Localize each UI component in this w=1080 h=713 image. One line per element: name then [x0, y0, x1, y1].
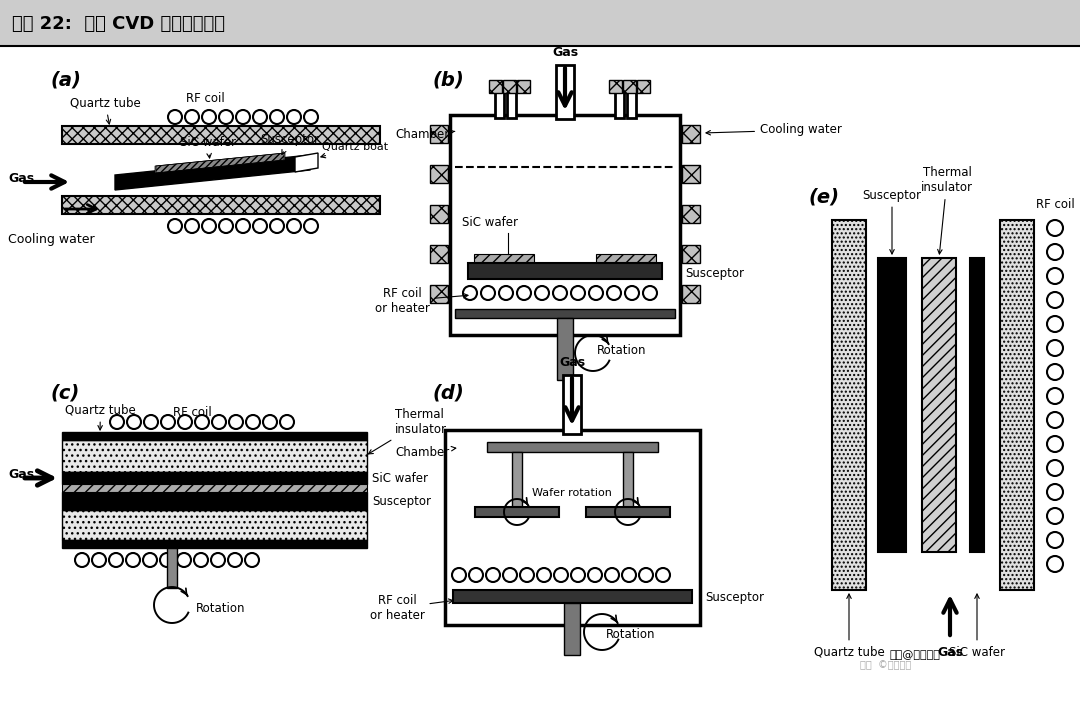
Bar — [495, 85, 504, 118]
Text: Susceptor: Susceptor — [685, 267, 744, 279]
Text: (a): (a) — [50, 71, 81, 90]
Bar — [1000, 220, 1034, 590]
Bar — [596, 254, 656, 262]
Text: 头条  ©来来智库: 头条 ©来来智库 — [860, 660, 912, 670]
Bar — [62, 472, 367, 484]
Bar — [62, 540, 367, 548]
Bar — [450, 115, 680, 335]
Text: RF coil
or heater: RF coil or heater — [375, 287, 468, 315]
Bar — [681, 205, 700, 223]
Text: Rotation: Rotation — [597, 344, 647, 357]
Text: Thermal
insulator: Thermal insulator — [921, 166, 973, 254]
Text: (b): (b) — [432, 71, 463, 90]
Bar — [430, 285, 448, 303]
Text: RF coil: RF coil — [1036, 198, 1075, 212]
Bar — [563, 375, 581, 434]
Text: SiC wafer: SiC wafer — [949, 594, 1005, 659]
Text: 头条@来来智库: 头条@来来智库 — [890, 650, 941, 660]
Bar — [445, 430, 700, 625]
Bar — [609, 80, 622, 93]
Text: Susceptor: Susceptor — [372, 495, 431, 508]
Text: Susceptor: Susceptor — [260, 133, 319, 155]
Bar — [623, 452, 633, 507]
Text: (c): (c) — [50, 384, 79, 403]
Text: Gas: Gas — [559, 356, 585, 369]
Bar — [62, 492, 367, 510]
Polygon shape — [156, 153, 285, 173]
Bar — [615, 85, 624, 118]
Bar — [430, 205, 448, 223]
Text: Rotation: Rotation — [606, 628, 656, 642]
Text: Quartz tube: Quartz tube — [70, 96, 140, 124]
Text: Susceptor: Susceptor — [705, 592, 764, 605]
Bar — [681, 165, 700, 183]
Bar — [922, 258, 956, 552]
Text: Gas: Gas — [8, 468, 35, 481]
Bar — [62, 484, 367, 492]
Text: Gas: Gas — [937, 647, 963, 660]
Bar — [627, 85, 636, 118]
Bar — [62, 126, 380, 144]
Bar — [507, 85, 516, 118]
Bar — [474, 254, 534, 262]
Text: (d): (d) — [432, 384, 463, 403]
Bar — [430, 245, 448, 263]
Bar — [430, 125, 448, 143]
Bar — [623, 80, 636, 93]
Text: RF coil: RF coil — [186, 91, 225, 105]
Bar — [62, 440, 367, 472]
Text: RF coil
or heater: RF coil or heater — [369, 594, 453, 622]
Text: Thermal
insulator: Thermal insulator — [368, 408, 447, 454]
Bar — [0, 0, 1080, 46]
Bar — [489, 80, 502, 93]
Bar — [453, 590, 692, 603]
Bar — [167, 548, 177, 588]
Text: Chamber: Chamber — [395, 446, 456, 458]
Text: (e): (e) — [808, 188, 839, 207]
Text: Gas: Gas — [8, 172, 35, 185]
Text: SiC wafer: SiC wafer — [180, 136, 237, 158]
Bar — [681, 125, 700, 143]
Bar — [557, 318, 573, 380]
Bar — [832, 220, 866, 590]
Text: Cooling water: Cooling water — [706, 123, 842, 136]
Bar — [62, 196, 380, 214]
Bar — [681, 285, 700, 303]
Bar — [970, 258, 984, 552]
Bar — [681, 245, 700, 263]
Bar — [62, 510, 367, 540]
Bar — [517, 80, 530, 93]
Bar — [62, 432, 367, 440]
Text: RF coil: RF coil — [173, 406, 212, 419]
Bar — [430, 165, 448, 183]
Text: Quartz tube: Quartz tube — [813, 594, 885, 659]
Polygon shape — [114, 155, 310, 190]
Polygon shape — [295, 153, 318, 172]
Bar — [564, 603, 580, 655]
Text: SiC wafer: SiC wafer — [462, 217, 518, 230]
Bar — [586, 507, 670, 517]
Bar — [637, 80, 650, 93]
Text: SiC wafer: SiC wafer — [372, 471, 428, 485]
Text: Gas: Gas — [552, 46, 578, 59]
Bar — [556, 65, 573, 119]
Bar — [503, 80, 516, 93]
Text: Chamber: Chamber — [395, 128, 455, 141]
Text: Quartz boat: Quartz boat — [321, 142, 388, 158]
Bar — [475, 507, 559, 517]
Text: Wafer rotation: Wafer rotation — [532, 488, 612, 498]
Bar — [455, 309, 675, 318]
Bar — [487, 442, 658, 452]
Bar — [878, 258, 906, 552]
Text: Cooling water: Cooling water — [8, 232, 95, 245]
Bar — [512, 452, 522, 507]
Text: 图表 22:  不同 CVD 外延生长设备: 图表 22: 不同 CVD 外延生长设备 — [12, 15, 225, 33]
Bar — [468, 263, 662, 279]
Text: Susceptor: Susceptor — [863, 188, 921, 254]
Text: Rotation: Rotation — [195, 602, 245, 615]
Text: Quartz tube: Quartz tube — [65, 404, 136, 430]
